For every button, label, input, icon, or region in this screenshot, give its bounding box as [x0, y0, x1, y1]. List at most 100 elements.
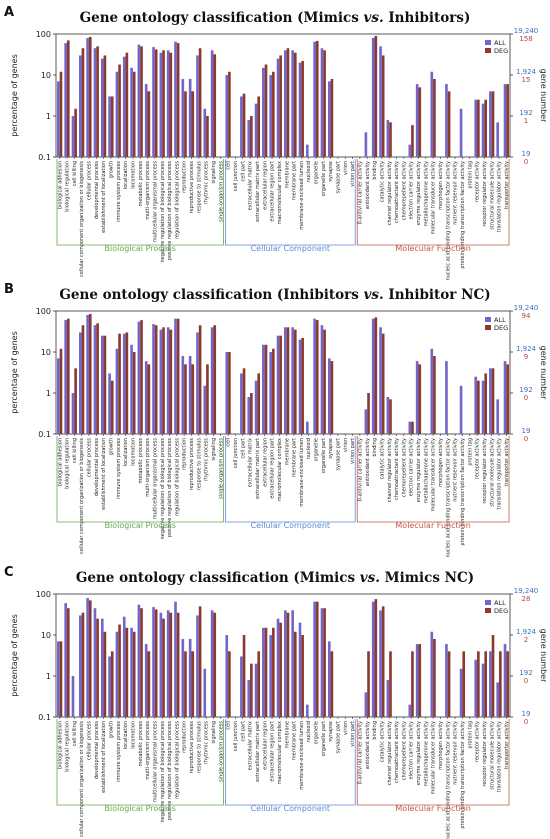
- legend-swatch-deg: [485, 48, 491, 53]
- bar-all: [327, 358, 331, 434]
- bar-all: [430, 631, 434, 717]
- bar-deg: [242, 93, 246, 157]
- group-label-mol: Molecular Function: [395, 244, 470, 253]
- category-label: chemoattractant activity: [394, 438, 400, 500]
- category-label: biological regulation: [65, 721, 71, 772]
- category-label: receptor regulator activity: [482, 438, 488, 504]
- group-bracket-bio: [56, 436, 224, 523]
- bar-all: [305, 144, 309, 157]
- bar-all: [247, 396, 251, 434]
- bar-all: [93, 608, 97, 717]
- bar-deg: [381, 55, 385, 157]
- bar-all: [481, 380, 485, 434]
- category-label: synapse: [328, 721, 334, 742]
- bar-deg: [154, 609, 158, 717]
- bar-deg: [389, 399, 392, 434]
- bar-all: [445, 361, 448, 434]
- category-label: cell junction: [233, 161, 239, 191]
- bar-deg: [96, 323, 99, 434]
- category-label: protein tag: [467, 721, 473, 749]
- category-label: morphogen activity: [438, 161, 444, 210]
- bar-deg: [59, 71, 63, 157]
- bar-all: [174, 601, 177, 717]
- category-label: molecular transducer activity: [431, 438, 437, 512]
- bar-all: [371, 601, 375, 717]
- category-label: protein tag: [467, 161, 473, 189]
- category-label: enzyme regulator activity: [416, 721, 422, 785]
- panel-title: Gene ontology classification (Mimics vs.…: [76, 570, 474, 586]
- bar-all: [100, 58, 104, 157]
- bar-all: [188, 78, 192, 157]
- bar-deg: [323, 329, 326, 434]
- bar-deg: [103, 55, 107, 157]
- group-bracket-mol: [356, 159, 510, 246]
- bar-deg: [88, 36, 92, 157]
- bar-deg: [228, 352, 231, 434]
- bar-all: [284, 50, 287, 158]
- panel-letter: B: [4, 282, 14, 297]
- bar-deg: [250, 663, 253, 717]
- bar-deg: [242, 635, 246, 717]
- bar-all: [152, 47, 155, 158]
- category-label: immune system process: [116, 721, 122, 782]
- bar-deg: [191, 91, 195, 157]
- bar-all: [262, 344, 265, 434]
- category-label: immune system process: [116, 438, 122, 499]
- bar-deg: [81, 325, 85, 434]
- bar-all: [313, 41, 316, 158]
- category-label: macromolecular complex: [277, 161, 283, 224]
- bar-all: [305, 421, 309, 434]
- bar-all: [254, 663, 258, 717]
- bar-all: [276, 58, 280, 157]
- category-label: translation regulator activity: [497, 161, 503, 232]
- panel-letter: C: [4, 565, 14, 580]
- category-label: metallochaperone activity: [423, 438, 429, 503]
- category-label: channel regulator activity: [387, 161, 393, 225]
- y-tick-label: 1: [46, 112, 51, 121]
- bar-deg: [447, 651, 451, 717]
- category-label: binding: [372, 438, 378, 457]
- category-label: molecular transducer activity: [431, 721, 437, 795]
- bar-all: [364, 132, 368, 157]
- bar-deg: [301, 60, 304, 157]
- category-label: catalytic activity: [379, 438, 385, 479]
- category-label: cellular component organization or bioge…: [79, 721, 85, 837]
- category-label: single-organism process: [218, 721, 224, 782]
- category-label: organelle part: [321, 721, 327, 756]
- bar-all: [210, 610, 214, 717]
- category-label: membrane-enclosed lumen: [299, 161, 305, 230]
- bar-deg: [374, 317, 378, 434]
- bar-all: [474, 376, 478, 434]
- bar-all: [86, 314, 89, 434]
- bar-all: [137, 44, 141, 158]
- category-label: extracellular matrix: [248, 161, 254, 210]
- bar-all: [269, 75, 273, 157]
- category-label: receptor activity: [475, 438, 481, 479]
- bar-deg: [367, 651, 370, 717]
- bar-all: [166, 327, 170, 434]
- category-label: cell: [226, 438, 232, 447]
- bar-deg: [389, 651, 392, 717]
- bar-all: [93, 325, 97, 434]
- category-label: organelle part: [321, 161, 327, 196]
- bar-all: [496, 399, 500, 434]
- group-bracket-cell: [225, 436, 356, 523]
- category-label: extracellular region part: [270, 438, 276, 499]
- panel-b: B Gene ontology classification (Inhibitor…: [4, 282, 548, 558]
- right-tick-deg-count: 0: [524, 435, 528, 443]
- bar-all: [188, 638, 192, 717]
- bar-all: [130, 67, 133, 157]
- bar-all: [196, 55, 199, 157]
- category-label: receptor regulator activity: [482, 721, 488, 787]
- bar-all: [364, 409, 368, 434]
- bar-all: [489, 651, 492, 717]
- legend-label-deg: DEG: [494, 607, 508, 615]
- bar-all: [159, 52, 163, 158]
- category-label: receptor activity: [475, 721, 481, 762]
- y-tick-label: 0.1: [38, 153, 51, 162]
- category-label: response to stimulus: [196, 438, 202, 490]
- category-label: antioxidant activity: [365, 161, 371, 209]
- bar-all: [481, 663, 485, 717]
- category-label: cellular process: [87, 438, 93, 477]
- legend-label-all: ALL: [494, 39, 506, 47]
